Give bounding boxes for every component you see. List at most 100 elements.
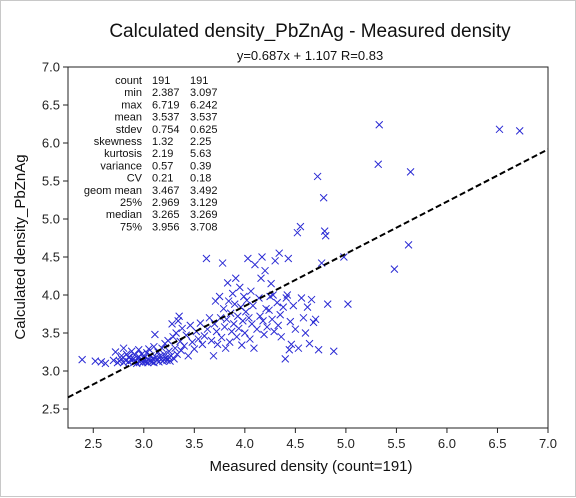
data-point xyxy=(231,274,240,283)
data-point xyxy=(274,321,283,330)
y-axis-label: Calculated density_PbZnAg xyxy=(12,154,29,339)
data-point xyxy=(260,330,268,339)
stat-y-value: 0.18 xyxy=(190,173,211,185)
plot-area xyxy=(67,66,549,429)
stat-label: count xyxy=(115,75,142,87)
data-point xyxy=(198,340,207,349)
data-point xyxy=(301,329,310,337)
y-tick-label: 2.5 xyxy=(42,402,60,417)
data-point xyxy=(297,294,306,302)
data-point xyxy=(299,313,308,322)
data-point xyxy=(245,313,253,322)
data-point xyxy=(234,324,243,333)
stat-label: 75% xyxy=(120,221,142,233)
data-point xyxy=(144,345,153,353)
data-point xyxy=(257,274,265,283)
stat-x-value: 3.537 xyxy=(152,112,180,124)
stat-x-value: 3.265 xyxy=(152,209,180,221)
data-point xyxy=(228,289,237,298)
data-point xyxy=(268,315,276,324)
stat-x-value: 2.387 xyxy=(152,87,180,99)
stat-x-value: 0.57 xyxy=(152,160,173,172)
data-point xyxy=(134,345,143,354)
data-point xyxy=(164,336,172,345)
data-point xyxy=(243,296,251,305)
data-point xyxy=(225,338,234,346)
data-point xyxy=(246,335,254,343)
stat-y-value: 3.269 xyxy=(190,209,218,221)
data-point xyxy=(293,228,302,237)
data-point xyxy=(279,303,288,312)
stat-y-value: 3.097 xyxy=(190,87,218,99)
y-tick-label: 3.5 xyxy=(42,326,60,341)
data-point xyxy=(237,341,246,350)
data-point xyxy=(221,344,230,353)
data-point xyxy=(296,222,305,231)
data-point xyxy=(258,253,266,261)
stat-x-value: 0.21 xyxy=(152,173,173,185)
data-point xyxy=(406,168,415,176)
data-point xyxy=(78,355,87,364)
data-point xyxy=(250,344,258,353)
regression-equation: y=0.687x + 1.107 R=0.83 xyxy=(237,48,383,63)
stat-label: min xyxy=(124,87,142,99)
data-point xyxy=(265,306,273,315)
data-point xyxy=(273,298,282,307)
data-point xyxy=(224,297,233,305)
data-point xyxy=(218,259,227,267)
data-point xyxy=(320,227,329,236)
y-tick-label: 6.5 xyxy=(42,98,60,113)
data-point xyxy=(515,126,524,135)
data-point xyxy=(287,340,296,349)
y-tick-label: 3.0 xyxy=(42,364,60,379)
x-tick-label: 2.5 xyxy=(84,436,102,451)
stat-label: variance xyxy=(100,160,142,172)
chart-title: Calculated density_PbZnAg - Measured den… xyxy=(109,21,511,42)
stat-label: CV xyxy=(127,173,143,185)
x-tick-label: 3.5 xyxy=(185,436,203,451)
stat-y-value: 191 xyxy=(190,75,208,87)
stat-y-value: 3.708 xyxy=(190,221,218,233)
stat-x-value: 1.32 xyxy=(152,136,173,148)
data-point xyxy=(294,344,303,353)
stat-y-value: 2.25 xyxy=(190,136,211,148)
data-point xyxy=(177,346,186,355)
data-point xyxy=(261,266,269,275)
stat-y-value: 5.63 xyxy=(190,148,211,160)
data-point xyxy=(188,338,197,346)
regression-line xyxy=(67,148,549,399)
data-point xyxy=(190,345,199,353)
data-point xyxy=(174,316,183,325)
data-point xyxy=(175,312,184,321)
stat-y-value: 3.537 xyxy=(190,112,218,124)
data-point xyxy=(97,358,106,366)
stat-y-value: 6.242 xyxy=(190,99,218,111)
data-point xyxy=(172,329,180,337)
data-point xyxy=(286,317,295,326)
data-point xyxy=(340,253,348,261)
stat-x-value: 191 xyxy=(152,75,170,87)
stat-label: skewness xyxy=(94,136,143,148)
stat-label: max xyxy=(121,99,142,111)
data-point xyxy=(317,259,326,267)
stat-y-value: 0.625 xyxy=(190,124,218,136)
data-point xyxy=(232,332,241,341)
x-tick-label: 5.5 xyxy=(387,436,405,451)
x-tick-label: 4.0 xyxy=(236,436,254,451)
data-point xyxy=(235,283,244,292)
y-tick-label: 7.0 xyxy=(42,60,60,75)
data-point xyxy=(390,265,399,274)
data-point xyxy=(239,292,248,301)
data-point xyxy=(119,344,128,353)
y-tick-label: 4.0 xyxy=(42,288,60,303)
data-point xyxy=(151,330,159,339)
stat-label: geom mean xyxy=(84,185,142,197)
stat-y-value: 3.492 xyxy=(190,185,218,197)
data-point xyxy=(180,342,189,350)
x-tick-label: 5.0 xyxy=(337,436,355,451)
data-point xyxy=(314,345,323,354)
data-point xyxy=(205,313,214,322)
data-point xyxy=(271,256,280,265)
data-point xyxy=(171,344,179,353)
data-point xyxy=(259,316,267,325)
